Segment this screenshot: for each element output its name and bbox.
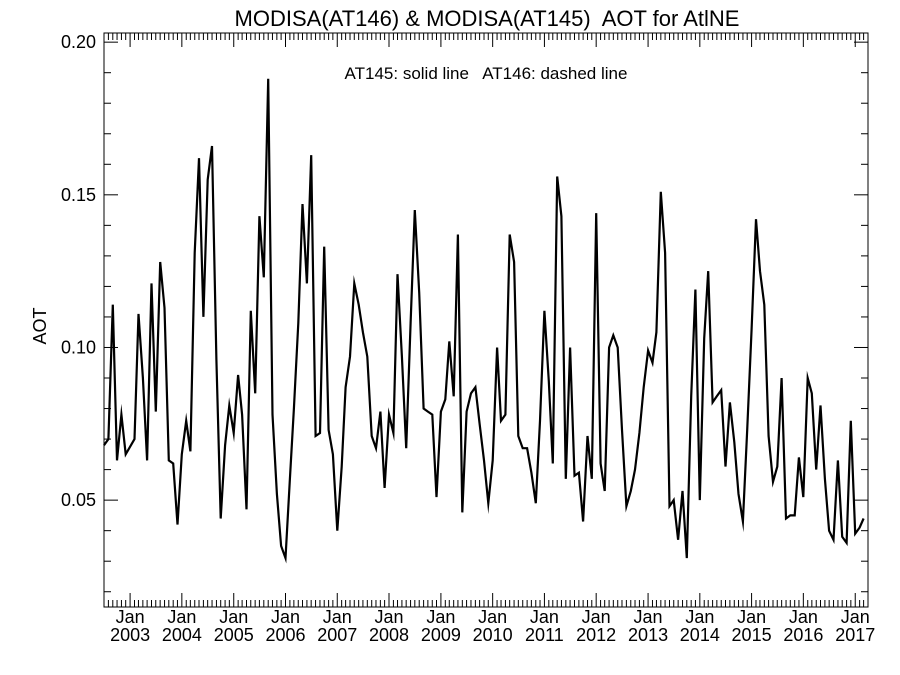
x-axis: Jan2003Jan2004Jan2005Jan2006Jan2007Jan20… (103, 33, 875, 645)
x-tick-label-year: 2016 (783, 625, 823, 645)
y-tick-label: 0.10 (61, 337, 96, 357)
x-tick-label-month: Jan (530, 607, 559, 627)
x-tick-label-month: Jan (789, 607, 818, 627)
x-tick-label-year: 2015 (732, 625, 772, 645)
x-tick-label-month: Jan (582, 607, 611, 627)
x-tick-label-month: Jan (374, 607, 403, 627)
y-axis-label: AOT (30, 307, 50, 344)
x-tick-label-year: 2011 (525, 625, 564, 645)
x-tick-label-month: Jan (737, 607, 766, 627)
x-tick-label-month: Jan (478, 607, 507, 627)
x-tick-label-month: Jan (685, 607, 714, 627)
x-tick-label-year: 2017 (835, 625, 875, 645)
x-tick-label-year: 2005 (214, 625, 254, 645)
x-tick-label-year: 2014 (680, 625, 720, 645)
line-style-note: AT145: solid line AT146: dashed line (345, 64, 628, 83)
y-axis: 0.05 0.10 0.15 0.20 (61, 32, 868, 593)
x-tick-label-year: 2008 (369, 625, 409, 645)
x-tick-label-year: 2004 (162, 625, 202, 645)
x-tick-label-month: Jan (323, 607, 352, 627)
x-tick-label-month: Jan (634, 607, 663, 627)
x-tick-label-year: 2013 (628, 625, 668, 645)
x-tick-label-month: Jan (426, 607, 455, 627)
plot-frame (103, 32, 869, 608)
at145-solid-series-line (103, 78, 865, 564)
x-tick-label-year: 2003 (110, 625, 150, 645)
x-tick-label-year: 2006 (265, 625, 305, 645)
series-layer (103, 78, 865, 564)
y-tick-label: 0.15 (61, 185, 96, 205)
x-tick-label-month: Jan (219, 607, 248, 627)
x-tick-label-month: Jan (841, 607, 870, 627)
x-tick-label-year: 2012 (576, 625, 616, 645)
chart-title: MODISA(AT146) & MODISA(AT145) AOT for At… (235, 6, 740, 31)
y-tick-label: 0.05 (61, 490, 96, 510)
x-tick-label-year: 2007 (317, 625, 357, 645)
x-tick-label-month: Jan (167, 607, 196, 627)
x-tick-label-month: Jan (116, 607, 145, 627)
y-tick-label: 0.20 (61, 32, 96, 52)
x-tick-label-year: 2010 (473, 625, 513, 645)
x-tick-label-year: 2009 (421, 625, 461, 645)
x-tick-label-month: Jan (271, 607, 300, 627)
